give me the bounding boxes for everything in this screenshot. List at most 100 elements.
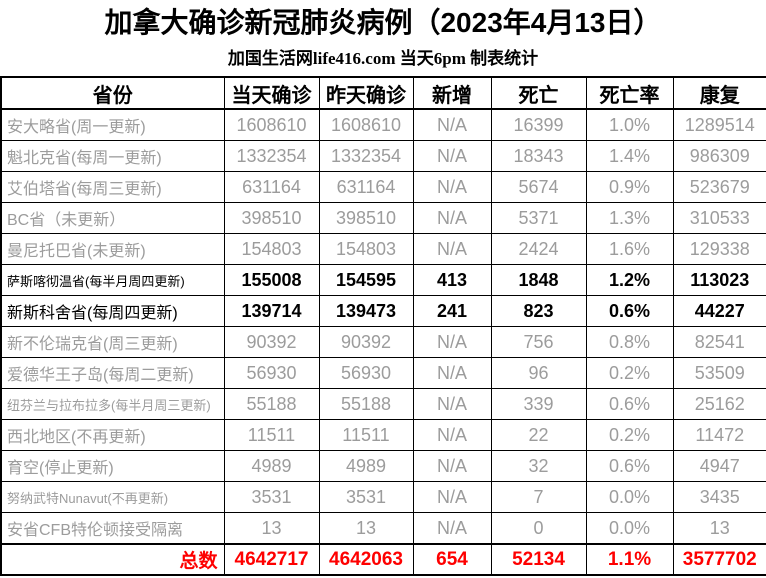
header-death-rate: 死亡率	[585, 76, 674, 111]
table-row: 纽芬兰与拉布拉多(每半月周三更新) 55188 55188 N/A 339 0.6% 251…	[0, 388, 766, 421]
cell-new: N/A	[412, 140, 492, 173]
cell-recovered: 113023	[672, 264, 766, 297]
cell-province: 新斯科舍省(每周四更新)	[0, 295, 225, 328]
cell-today: 1608610	[223, 108, 320, 142]
cell-deaths: 7	[490, 481, 587, 514]
cell-deaths: 96	[490, 357, 587, 390]
cell-yesterday: 1332354	[318, 140, 414, 173]
cell-new: N/A	[412, 326, 492, 359]
cell-province: 努纳武特Nunavut(不再更新)	[0, 481, 225, 514]
cell-province: 西北地区(不再更新)	[0, 419, 225, 452]
total-new-cases: 654	[412, 543, 492, 576]
cell-death-rate: 1.2%	[585, 264, 674, 297]
cell-death-rate: 0.6%	[585, 388, 674, 421]
cell-death-rate: 0.0%	[585, 481, 674, 514]
cell-yesterday: 13	[318, 512, 414, 545]
cell-province: 新不伦瑞克省(周三更新)	[0, 326, 225, 359]
table-row: 新不伦瑞克省(周三更新) 90392 90392 N/A 756 0.8% 82541	[0, 326, 766, 359]
cell-province: 曼尼托巴省(未更新)	[0, 233, 225, 266]
cell-deaths: 5674	[490, 171, 587, 204]
cell-yesterday: 56930	[318, 357, 414, 390]
cell-new: N/A	[412, 202, 492, 235]
cell-death-rate: 0.8%	[585, 326, 674, 359]
cell-deaths: 823	[490, 295, 587, 328]
table-row: 新斯科舍省(每周四更新) 139714 139473 241 823 0.6% 44227	[0, 295, 766, 328]
cell-today: 398510	[223, 202, 320, 235]
cell-today: 13	[223, 512, 320, 545]
cell-today: 3531	[223, 481, 320, 514]
cell-death-rate: 1.4%	[585, 140, 674, 173]
cell-yesterday: 55188	[318, 388, 414, 421]
cell-yesterday: 154803	[318, 233, 414, 266]
cell-recovered: 1289514	[672, 108, 766, 142]
cell-today: 154803	[223, 233, 320, 266]
cell-recovered: 25162	[672, 388, 766, 421]
page-subtitle: 加国生活网life416.com 当天6pm 制表统计	[227, 49, 539, 69]
cell-deaths: 32	[490, 450, 587, 483]
cell-province: 育空(停止更新)	[0, 450, 225, 483]
cell-province: 魁北克省(每周一更新)	[0, 140, 225, 173]
header-province: 省份	[0, 76, 225, 111]
cell-province: 爱德华王子岛(每周二更新)	[0, 357, 225, 390]
cell-new: N/A	[412, 171, 492, 204]
cell-province: 纽芬兰与拉布拉多(每半月周三更新)	[0, 388, 225, 421]
table-row: 萨斯喀彻温省(每半月周四更新) 155008 154595 413 1848 1.2% 11…	[0, 264, 766, 297]
cell-death-rate: 1.0%	[585, 108, 674, 142]
table-row: BC省（未更新） 398510 398510 N/A 5371 1.3% 310533	[0, 202, 766, 235]
cell-province: 艾伯塔省(每周三更新)	[0, 171, 225, 204]
cell-new: 413	[412, 264, 492, 297]
page-title: 加拿大确诊新冠肺炎病例（2023年4月13日）	[104, 7, 662, 38]
cell-recovered: 44227	[672, 295, 766, 328]
cell-death-rate: 0.6%	[585, 450, 674, 483]
cell-recovered: 3435	[672, 481, 766, 514]
table-row: 西北地区(不再更新) 11511 11511 N/A 22 0.2% 11472	[0, 419, 766, 452]
cell-today: 55188	[223, 388, 320, 421]
cell-deaths: 18343	[490, 140, 587, 173]
cell-death-rate: 1.3%	[585, 202, 674, 235]
cell-new: 241	[412, 295, 492, 328]
cell-recovered: 523679	[672, 171, 766, 204]
table-row: 曼尼托巴省(未更新) 154803 154803 N/A 2424 1.6% 129338	[0, 233, 766, 266]
cell-deaths: 1848	[490, 264, 587, 297]
cell-death-rate: 0.0%	[585, 512, 674, 545]
cell-deaths: 22	[490, 419, 587, 452]
cell-yesterday: 154595	[318, 264, 414, 297]
cell-yesterday: 1608610	[318, 108, 414, 142]
cell-province: 安大略省(周一更新)	[0, 108, 225, 142]
cell-province: BC省（未更新）	[0, 202, 225, 235]
cell-recovered: 13	[672, 512, 766, 545]
cell-today: 11511	[223, 419, 320, 452]
cell-recovered: 4947	[672, 450, 766, 483]
cell-yesterday: 11511	[318, 419, 414, 452]
cell-new: N/A	[412, 108, 492, 142]
cell-today: 155008	[223, 264, 320, 297]
cell-deaths: 5371	[490, 202, 587, 235]
header-new-cases: 新增	[412, 76, 492, 111]
cell-new: N/A	[412, 233, 492, 266]
cell-new: N/A	[412, 357, 492, 390]
covid-stats-table: 省份 当天确诊 昨天确诊 新增 死亡 死亡率 康复 安大略省(周一更新) 1608…	[0, 76, 766, 577]
header-yesterday-confirmed: 昨天确诊	[318, 76, 414, 111]
cell-new: N/A	[412, 481, 492, 514]
cell-yesterday: 3531	[318, 481, 414, 514]
cell-deaths: 339	[490, 388, 587, 421]
cell-death-rate: 0.9%	[585, 171, 674, 204]
cell-new: N/A	[412, 419, 492, 452]
cell-today: 4989	[223, 450, 320, 483]
cell-today: 90392	[223, 326, 320, 359]
cell-yesterday: 90392	[318, 326, 414, 359]
cell-today: 139714	[223, 295, 320, 328]
cell-today: 56930	[223, 357, 320, 390]
table-row: 魁北克省(每周一更新) 1332354 1332354 N/A 18343 1.4% 986…	[0, 140, 766, 173]
cell-death-rate: 0.6%	[585, 295, 674, 328]
cell-yesterday: 4989	[318, 450, 414, 483]
table-body: 安大略省(周一更新) 1608610 1608610 N/A 16399 1.0% 1289…	[0, 108, 766, 545]
cell-recovered: 82541	[672, 326, 766, 359]
cell-deaths: 0	[490, 512, 587, 545]
total-row: 总数 4642717 4642063 654 52134 1.1% 357770…	[0, 543, 766, 576]
cell-recovered: 11472	[672, 419, 766, 452]
table-row: 安省CFB特伦顿接受隔离 13 13 N/A 0 0.0% 13	[0, 512, 766, 545]
cell-yesterday: 139473	[318, 295, 414, 328]
table-row: 爱德华王子岛(每周二更新) 56930 56930 N/A 96 0.2% 53509	[0, 357, 766, 390]
cell-province: 萨斯喀彻温省(每半月周四更新)	[0, 264, 225, 297]
